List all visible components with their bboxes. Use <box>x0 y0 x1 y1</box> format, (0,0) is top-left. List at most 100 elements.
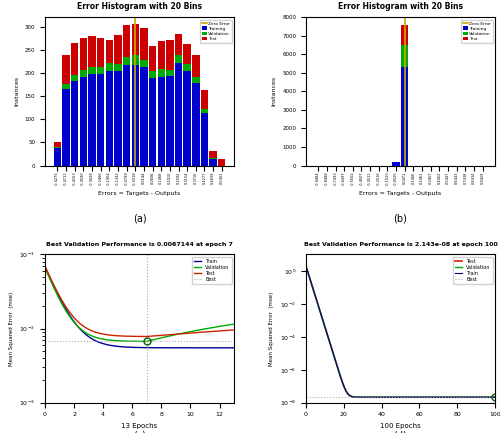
Train <box>392 394 398 400</box>
Validation <box>426 394 432 400</box>
Bar <box>97 67 104 74</box>
Bar <box>192 83 200 165</box>
Line: Test: Test <box>306 266 495 397</box>
Bar <box>132 65 139 165</box>
Validation <box>416 394 422 400</box>
Bar <box>158 77 165 165</box>
Train <box>416 394 422 400</box>
Test <box>77 321 83 326</box>
Train <box>458 394 464 400</box>
Bar <box>175 55 182 63</box>
Test <box>222 328 228 333</box>
Best <box>305 394 311 400</box>
Bar <box>166 40 173 70</box>
Test <box>92 330 98 335</box>
Train <box>492 394 498 400</box>
Bar <box>140 29 147 60</box>
Bar <box>97 74 104 165</box>
Legend: Zero Error, Training, Validation, Test: Zero Error, Training, Validation, Test <box>200 19 232 43</box>
Bar <box>123 25 130 57</box>
Test <box>394 394 400 400</box>
Train <box>488 394 494 400</box>
Bar <box>123 57 130 65</box>
Test <box>144 334 150 339</box>
Train <box>231 345 237 350</box>
Bar <box>54 146 61 148</box>
Validation <box>50 282 56 288</box>
X-axis label: 100 Epochs: 100 Epochs <box>380 423 421 429</box>
Validation <box>216 324 222 329</box>
X-axis label: 13 Epochs: 13 Epochs <box>122 423 158 429</box>
Test <box>426 394 432 400</box>
Bar <box>97 38 104 67</box>
Bar <box>140 60 147 68</box>
Bar <box>54 148 61 165</box>
Bar <box>192 55 200 77</box>
Train <box>92 338 98 343</box>
Bar <box>158 41 165 69</box>
Train <box>77 326 83 332</box>
Bar <box>149 46 156 71</box>
Validation <box>392 394 398 400</box>
Bar <box>218 158 226 165</box>
Validation <box>488 394 494 400</box>
Bar <box>106 40 113 63</box>
Test <box>54 288 60 293</box>
Bar <box>184 44 191 64</box>
Validation <box>77 326 83 331</box>
Bar <box>88 74 96 165</box>
Test <box>492 394 498 400</box>
Bar <box>80 38 87 70</box>
Train <box>394 394 400 400</box>
Bar <box>114 71 122 165</box>
Validation <box>405 394 411 400</box>
Bar <box>62 84 70 89</box>
Line: Train: Train <box>306 266 495 397</box>
Title: Best Validation Performance is 0.0067144 at epoch 7: Best Validation Performance is 0.0067144… <box>46 242 233 247</box>
Train <box>222 345 228 350</box>
Title: Error Histogram with 20 Bins: Error Histogram with 20 Bins <box>77 2 202 11</box>
Bar <box>114 35 122 64</box>
Test <box>303 263 309 268</box>
Line: Train: Train <box>45 267 234 348</box>
Bar <box>106 71 113 165</box>
Validation <box>42 265 48 270</box>
Bar <box>123 65 130 165</box>
Validation <box>144 339 150 344</box>
Zero Error <box>132 163 138 168</box>
Line: Validation: Validation <box>306 266 495 397</box>
Test <box>488 394 494 400</box>
Train <box>215 345 221 350</box>
Validation <box>92 335 98 340</box>
Train <box>405 394 411 400</box>
Train <box>303 263 309 268</box>
Y-axis label: Mean Squared Error  (mse): Mean Squared Error (mse) <box>8 291 14 366</box>
Bar <box>106 63 113 71</box>
Bar <box>132 55 139 65</box>
Text: (d): (d) <box>394 430 407 433</box>
Validation <box>54 291 60 296</box>
Train <box>50 281 56 286</box>
Bar <box>158 69 165 77</box>
Bar <box>201 109 208 113</box>
Bar <box>401 68 408 165</box>
Title: Error Histogram with 20 Bins: Error Histogram with 20 Bins <box>338 2 463 11</box>
Bar <box>88 36 96 68</box>
Bar <box>184 64 191 71</box>
Bar <box>71 43 78 75</box>
X-axis label: Errors = Targets - Outputs: Errors = Targets - Outputs <box>98 191 180 196</box>
Bar <box>175 35 182 55</box>
Y-axis label: Instances: Instances <box>14 76 19 107</box>
Bar <box>149 71 156 78</box>
Y-axis label: Mean Squared Error  (mse): Mean Squared Error (mse) <box>270 291 274 366</box>
Text: (a): (a) <box>132 214 146 224</box>
Bar <box>88 68 96 74</box>
Bar <box>132 24 139 55</box>
Bar <box>166 70 173 76</box>
Bar <box>210 158 217 165</box>
Test <box>42 263 48 268</box>
Bar <box>71 81 78 165</box>
Bar <box>201 90 208 109</box>
Test <box>392 394 398 400</box>
Bar <box>62 55 70 84</box>
